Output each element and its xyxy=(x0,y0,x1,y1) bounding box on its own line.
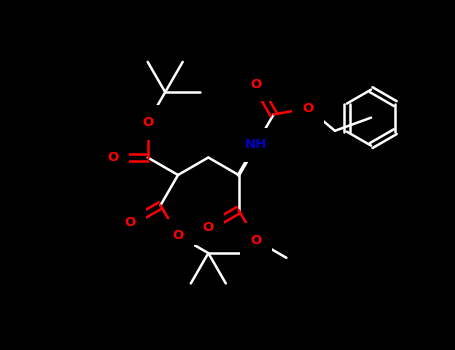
Text: O: O xyxy=(202,221,214,234)
Text: O: O xyxy=(107,151,118,164)
Text: O: O xyxy=(303,102,313,115)
Text: NH: NH xyxy=(245,138,267,151)
Text: O: O xyxy=(125,216,136,229)
Text: O: O xyxy=(142,116,153,129)
Text: O: O xyxy=(251,234,262,247)
Text: O: O xyxy=(251,78,262,91)
Text: O: O xyxy=(172,229,184,242)
